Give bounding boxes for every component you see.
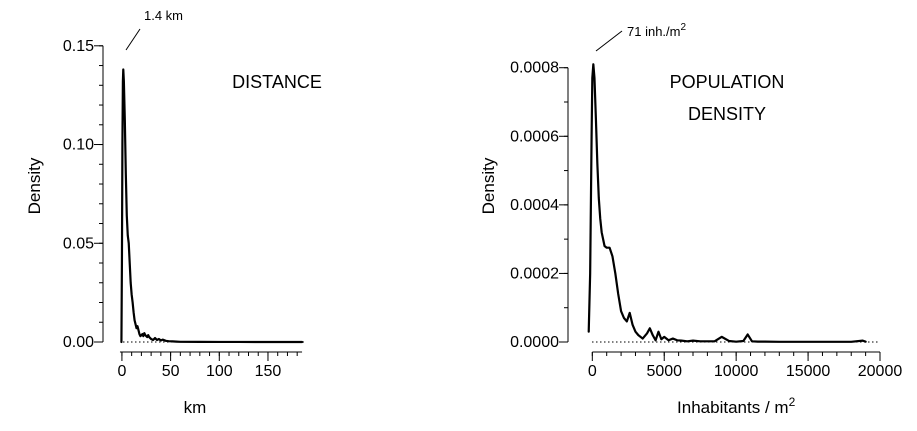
y-tick-label: 0.15: [63, 38, 94, 55]
x-tick-label: 150: [255, 363, 282, 380]
peak-annotation: 71 inh./m2: [627, 22, 686, 39]
panel-title-line: DENSITY: [688, 104, 766, 124]
y-tick-label: 0.0008: [510, 60, 559, 77]
x-axis-title: km: [184, 398, 207, 417]
x-axis-title-superscript: 2: [789, 395, 796, 409]
y-axis-title: Density: [479, 157, 498, 214]
density-curve: [587, 63, 867, 343]
peak-annotation-superscript: 2: [680, 22, 686, 33]
y-tick-label: 0.0004: [510, 197, 559, 214]
density-curve: [120, 68, 304, 344]
x-tick-label: 50: [162, 363, 180, 380]
y-tick-label: 0.00: [63, 334, 94, 351]
population-density-panel: 0.0000 0.0002 0.0004 0.0006 0.0008 0 5000 10000…: [479, 22, 902, 417]
x-tick-label: 20000: [858, 363, 903, 380]
panel-title-line: POPULATION: [670, 72, 785, 92]
y-tick-label: 0.0000: [510, 334, 559, 351]
peak-leader-line: [595, 30, 623, 52]
y-tick-label: 0.05: [63, 235, 94, 252]
x-tick-label: 100: [206, 363, 233, 380]
panel-title: DISTANCE: [232, 72, 322, 92]
x-tick-label: 5000: [646, 363, 682, 380]
distance-panel: 0.00 0.05 0.10 0.15 0 50 100 150 Density km DISTAN…: [25, 8, 322, 417]
x-axis-title: Inhabitants / m2: [677, 395, 796, 417]
x-tick-label: 0: [588, 363, 597, 380]
x-tick-label: 10000: [714, 363, 759, 380]
y-tick-label: 0.0006: [510, 128, 559, 145]
y-axis-title: Density: [25, 157, 44, 214]
x-tick-label: 15000: [786, 363, 831, 380]
peak-annotation: 1.4 km: [144, 8, 183, 23]
y-tick-label: 0.10: [63, 137, 94, 154]
y-tick-label: 0.0002: [510, 265, 559, 282]
peak-leader-line: [125, 28, 141, 51]
x-tick-label: 0: [117, 363, 126, 380]
